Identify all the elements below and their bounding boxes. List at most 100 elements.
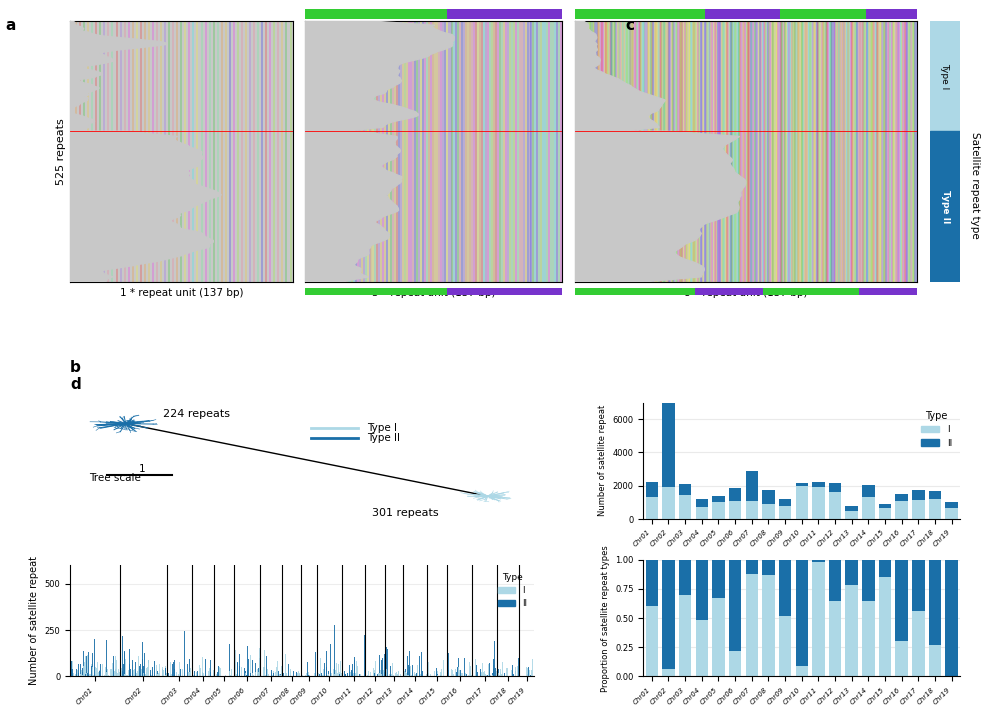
Bar <box>845 511 858 519</box>
Bar <box>712 496 725 503</box>
Legend: I, II: I, II <box>495 570 530 612</box>
Bar <box>879 504 891 508</box>
Bar <box>912 490 925 500</box>
Bar <box>929 645 941 676</box>
Bar <box>712 598 725 676</box>
Polygon shape <box>305 131 402 282</box>
Bar <box>912 500 925 519</box>
Bar <box>679 495 691 519</box>
Bar <box>646 560 658 607</box>
X-axis label: 8 * repeat unit (137 bp): 8 * repeat unit (137 bp) <box>684 288 808 298</box>
Bar <box>945 503 958 508</box>
Bar <box>930 131 960 282</box>
Text: b: b <box>70 360 81 375</box>
Bar <box>779 499 791 506</box>
Text: Type II: Type II <box>941 190 950 224</box>
Bar <box>812 560 825 562</box>
Bar <box>895 501 908 519</box>
Bar <box>812 483 825 486</box>
Polygon shape <box>305 21 454 131</box>
Polygon shape <box>575 21 665 131</box>
X-axis label: 1 * repeat unit (137 bp): 1 * repeat unit (137 bp) <box>120 288 243 298</box>
Bar <box>796 666 808 676</box>
Bar <box>862 496 875 519</box>
Bar <box>895 494 908 501</box>
Text: Tree scale: Tree scale <box>89 473 140 483</box>
Bar <box>929 491 941 499</box>
Bar <box>696 508 708 519</box>
Bar <box>696 620 708 676</box>
Bar <box>812 486 825 519</box>
Bar <box>696 560 708 620</box>
Bar <box>812 562 825 676</box>
Bar <box>762 490 775 504</box>
Polygon shape <box>575 131 746 282</box>
Bar <box>646 483 658 498</box>
Bar <box>930 21 960 131</box>
Bar <box>712 503 725 519</box>
Text: 1: 1 <box>139 464 145 473</box>
Text: Type I: Type I <box>367 423 397 434</box>
Bar <box>779 506 791 519</box>
Y-axis label: 525 repeats: 525 repeats <box>56 118 66 185</box>
Bar <box>729 651 741 676</box>
Bar <box>662 669 675 676</box>
Bar <box>746 560 758 574</box>
Bar <box>829 493 841 519</box>
Bar <box>729 501 741 519</box>
Bar <box>662 488 675 519</box>
Bar <box>762 504 775 519</box>
Legend: I, II: I, II <box>918 407 955 451</box>
Bar <box>912 611 925 676</box>
Y-axis label: Number of satellite repeat: Number of satellite repeat <box>29 556 39 686</box>
Bar <box>862 601 875 676</box>
Bar <box>679 595 691 676</box>
Bar <box>762 575 775 676</box>
Bar <box>746 471 758 501</box>
Bar <box>845 560 858 585</box>
Bar <box>879 577 891 676</box>
Bar <box>662 560 675 669</box>
Bar <box>779 560 791 616</box>
Bar <box>829 601 841 676</box>
Bar <box>762 560 775 575</box>
Text: 301 repeats: 301 repeats <box>372 508 438 518</box>
Bar <box>679 484 691 495</box>
Bar <box>679 560 691 595</box>
Bar <box>945 560 958 676</box>
Text: c: c <box>625 18 634 33</box>
Bar <box>895 560 908 642</box>
Y-axis label: Proportion of satellite repeat types: Proportion of satellite repeat types <box>601 545 610 691</box>
Polygon shape <box>70 21 167 131</box>
Bar <box>829 483 841 493</box>
Bar <box>796 560 808 666</box>
Bar <box>796 486 808 519</box>
Text: Type II: Type II <box>367 433 400 443</box>
Bar <box>746 574 758 676</box>
Bar <box>929 499 941 519</box>
Bar <box>646 498 658 519</box>
Bar <box>829 560 841 601</box>
Text: Satellite repeat type: Satellite repeat type <box>970 132 980 239</box>
Bar <box>712 560 725 598</box>
Bar <box>862 485 875 496</box>
Text: Type I: Type I <box>941 63 950 89</box>
Bar <box>929 560 941 645</box>
Bar <box>845 506 858 511</box>
Bar <box>895 642 908 676</box>
Bar <box>729 560 741 651</box>
Y-axis label: Number of satellite repeat: Number of satellite repeat <box>598 405 607 516</box>
Text: a: a <box>5 18 15 33</box>
Text: d: d <box>70 377 81 392</box>
Text: 224 repeats: 224 repeats <box>163 409 230 419</box>
Bar <box>912 560 925 611</box>
Bar <box>862 560 875 601</box>
X-axis label: 3 * repeat unit (137 bp): 3 * repeat unit (137 bp) <box>372 288 495 298</box>
Bar <box>646 607 658 676</box>
Bar <box>746 501 758 519</box>
Bar <box>945 508 958 519</box>
Bar <box>779 616 791 676</box>
Bar <box>879 508 891 519</box>
Bar <box>879 560 891 577</box>
Bar <box>729 488 741 501</box>
